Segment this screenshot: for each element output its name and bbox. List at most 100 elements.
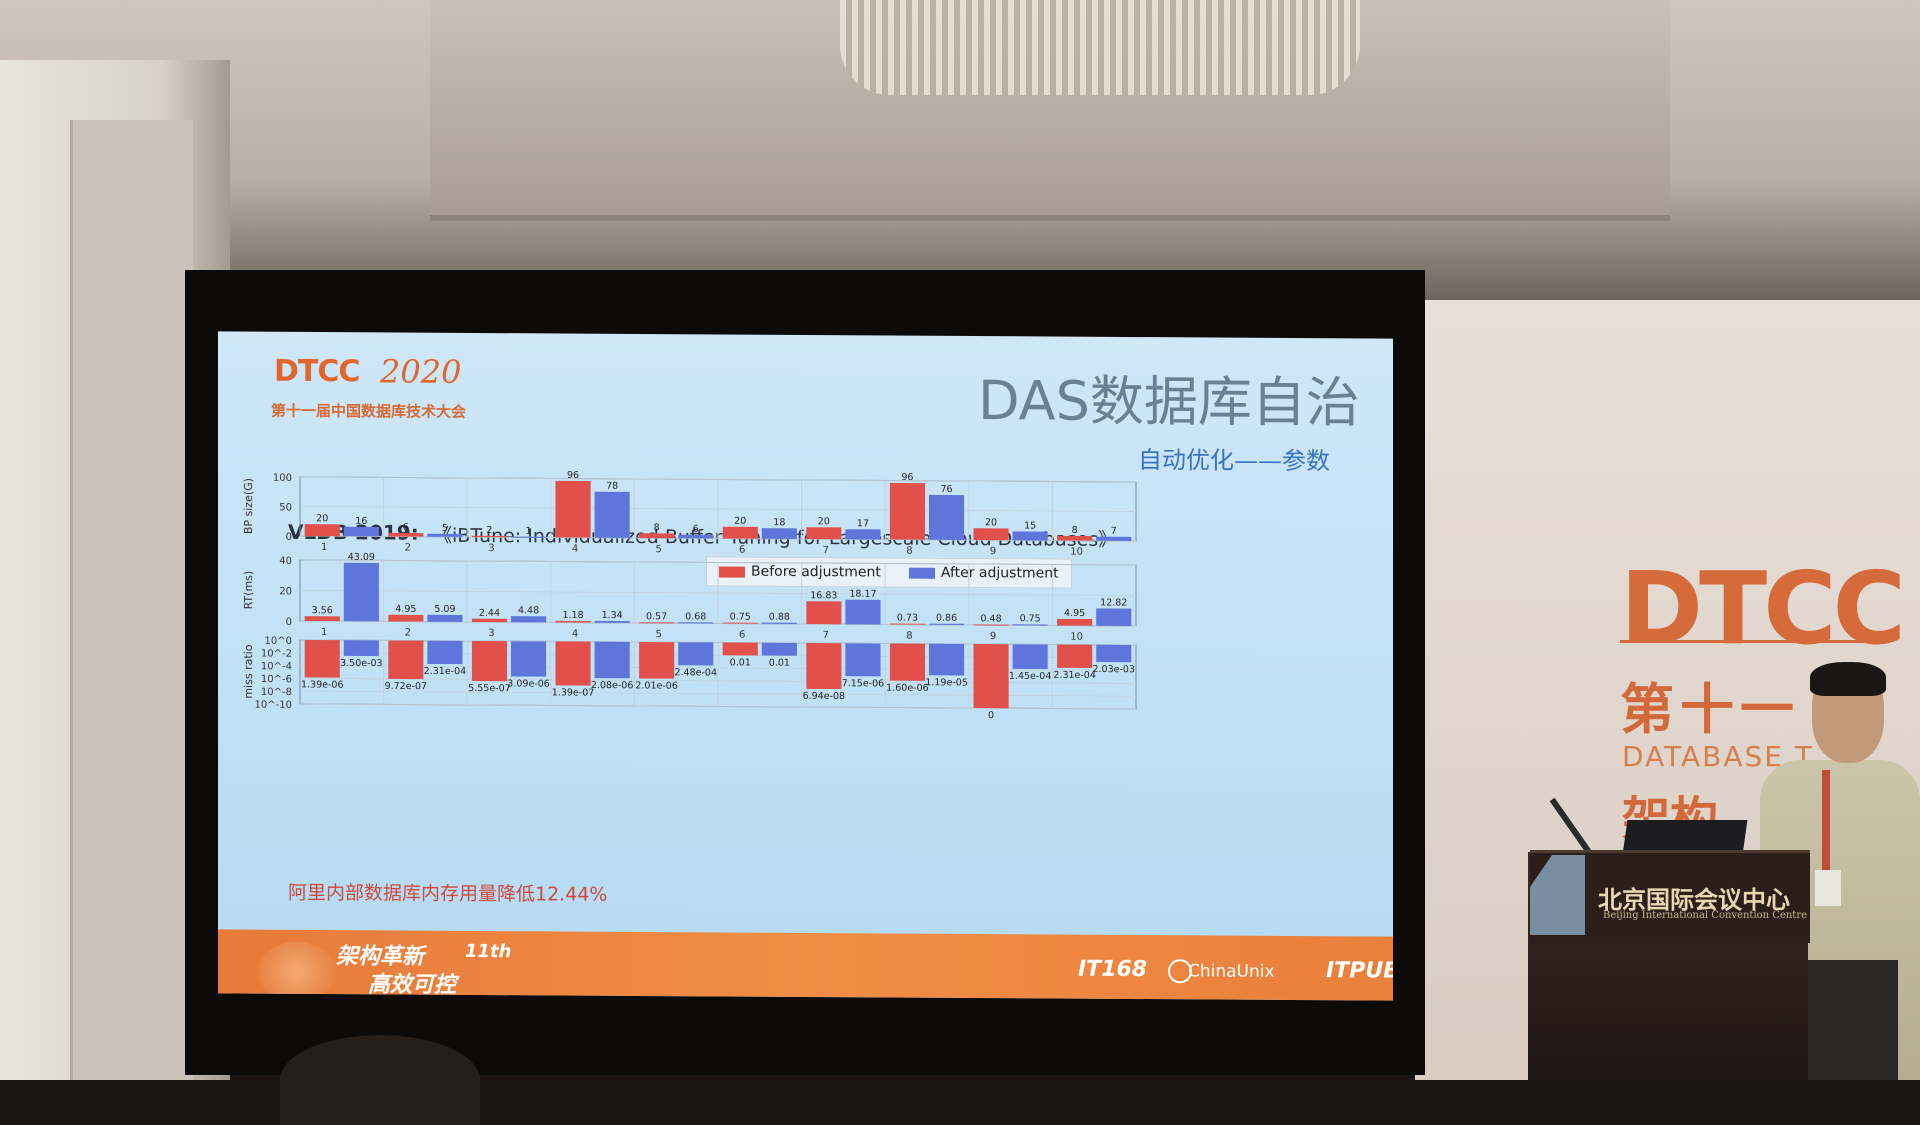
bar-after-5-panel3 <box>678 642 714 666</box>
speaker-hair <box>1810 662 1886 696</box>
data-label: 0.88 <box>769 612 790 623</box>
data-label: 1.39e-06 <box>301 679 344 690</box>
x-tick-label: 10 <box>1070 632 1083 643</box>
data-label: 2.48e-04 <box>674 667 717 678</box>
bar-before-4-panel2 <box>555 620 591 623</box>
data-label: 5.55e-07 <box>468 683 511 694</box>
bar-after-3-panel2 <box>511 616 547 623</box>
data-label: 6 <box>693 524 699 535</box>
y-axis-label-2: RT(ms) <box>242 571 255 610</box>
x-tick-label: 7 <box>823 630 829 641</box>
data-label: 96 <box>567 470 579 481</box>
bar-after-10-panel1 <box>1096 536 1132 541</box>
y-tick-label: 50 <box>279 502 292 513</box>
data-label: 0.73 <box>897 613 918 624</box>
x-tick-label: 4 <box>572 629 578 640</box>
name-badge <box>1815 870 1841 906</box>
data-label: 7 <box>1111 526 1117 537</box>
bar-before-4-panel1 <box>555 480 591 538</box>
x-tick-label: 3 <box>488 628 494 639</box>
audience-head <box>280 1035 480 1125</box>
grid-line <box>300 590 1136 596</box>
data-label: 18.17 <box>849 589 876 600</box>
data-label: 43.09 <box>348 552 375 563</box>
y-tick-label: 10^0 <box>265 636 292 647</box>
data-label: 0.86 <box>936 613 957 624</box>
data-label: 0.48 <box>980 613 1001 624</box>
data-label: 0.75 <box>1020 613 1041 624</box>
bar-before-5-panel1 <box>639 533 675 539</box>
bar-after-8-panel3 <box>929 643 965 676</box>
data-label: 5 <box>442 523 448 534</box>
chandelier <box>840 0 1360 95</box>
bar-after-7-panel2 <box>845 599 881 625</box>
bar-before-3-panel1 <box>471 535 507 538</box>
data-label: 18 <box>773 517 785 528</box>
x-tick-label: 6 <box>739 545 745 556</box>
x-tick-label: 9 <box>990 546 996 557</box>
y-tick-label: 10^-8 <box>261 687 292 698</box>
bar-before-9-panel1 <box>973 528 1009 541</box>
y-tick-label: 10^-4 <box>261 661 292 672</box>
backdrop-logo: DTCC <box>1620 550 1906 667</box>
data-label: 5.09 <box>434 604 455 615</box>
wall-panel <box>70 120 193 1080</box>
bar-after-5-panel2 <box>678 622 714 624</box>
bar-before-5-panel3 <box>639 641 675 679</box>
data-label: 7.15e-06 <box>842 678 885 689</box>
data-label: 1.39e-07 <box>552 687 595 698</box>
backdrop-divider <box>1620 640 1890 643</box>
x-tick-label: 6 <box>739 630 745 641</box>
y-tick-label: 100 <box>273 473 292 484</box>
bar-after-4-panel1 <box>594 491 630 538</box>
bar-before-3-panel3 <box>471 640 507 682</box>
data-label: 12.82 <box>1100 597 1127 608</box>
data-label: 6 <box>403 522 409 533</box>
bar-after-2-panel2 <box>427 614 463 622</box>
podium-venue-subtitle: Beijing International Convention Centre <box>1603 910 1808 921</box>
data-label: 1.60e-06 <box>886 683 929 694</box>
bar-after-10-panel2 <box>1096 608 1132 626</box>
data-label: 3.56 <box>312 605 333 616</box>
data-label: 2.31e-04 <box>424 666 467 677</box>
bar-after-3-panel1 <box>511 536 547 538</box>
bar-after-1-panel3 <box>343 640 379 657</box>
bar-after-9-panel2 <box>1012 624 1048 626</box>
data-label: 8 <box>654 522 660 533</box>
data-label: 16.83 <box>810 590 837 601</box>
bar-after-9-panel3 <box>1012 644 1048 670</box>
bar-before-6-panel3 <box>722 642 758 656</box>
data-label: 3.09e-06 <box>507 678 550 689</box>
data-label: 96 <box>901 472 913 483</box>
data-label: 8 <box>1072 525 1078 536</box>
bar-before-1-panel2 <box>304 616 340 622</box>
bar-before-1-panel3 <box>304 639 340 678</box>
data-label: 9.72e-07 <box>385 681 428 692</box>
bar-before-8-panel3 <box>889 643 925 681</box>
x-tick-label: 2 <box>405 543 411 554</box>
x-tick-label: 3 <box>488 543 494 554</box>
bar-after-7-panel3 <box>845 643 881 677</box>
data-label: 1.45e-04 <box>1009 671 1052 682</box>
x-tick-label: 1 <box>321 542 327 553</box>
x-tick-label: 4 <box>572 544 578 555</box>
bar-after-1-panel2 <box>343 562 379 622</box>
sponsor-itpub: ITPUB <box>1326 958 1393 984</box>
bar-before-7-panel1 <box>806 527 842 540</box>
data-label: 1.18 <box>562 610 583 621</box>
y-axis-label-3: miss ratio <box>242 644 255 698</box>
data-label: 4.95 <box>1064 608 1085 619</box>
y-tick-label: 40 <box>279 556 292 567</box>
grid-line <box>300 476 1136 483</box>
y-tick-label: 0 <box>286 532 292 543</box>
bar-before-4-panel3 <box>555 641 591 686</box>
bar-before-5-panel2 <box>639 622 675 624</box>
x-tick-label: 8 <box>906 631 912 642</box>
data-label: 0.57 <box>646 611 667 622</box>
x-tick-label: 1 <box>321 627 327 638</box>
data-label: 2 <box>486 525 492 536</box>
bar-before-2-panel3 <box>388 640 424 680</box>
data-label: 76 <box>941 484 953 495</box>
x-tick-label: 5 <box>655 544 661 555</box>
data-label: 0.75 <box>730 612 751 623</box>
